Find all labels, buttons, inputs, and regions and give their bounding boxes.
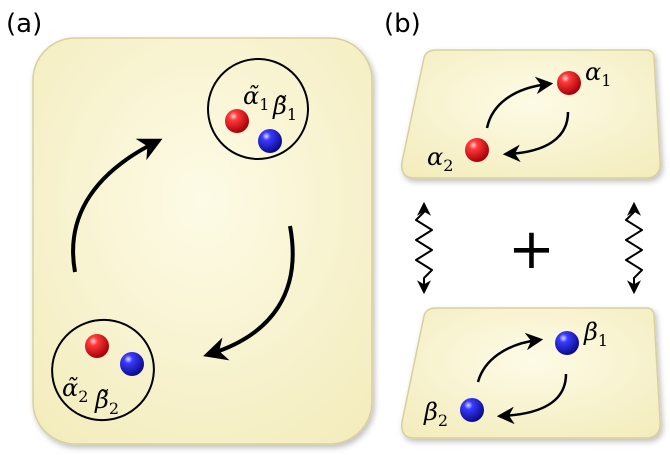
alpha-1-particle (557, 71, 581, 95)
red-particle (85, 334, 109, 358)
panel-a-background (32, 37, 373, 445)
downward-curved-arrow (203, 225, 295, 361)
bottom-sheet-arrow-up (476, 332, 544, 383)
alpha-tilde-1: α̃1 (243, 82, 269, 114)
alpha-tilde-2: α̃2 (62, 374, 88, 406)
top-pair-group: α̃1 β̃1 (207, 58, 309, 160)
blue-particle (120, 352, 144, 376)
bottom-pair-ellipse (51, 318, 155, 422)
right-wavy-arrow (625, 201, 643, 295)
alpha-2-label: α2 (427, 143, 453, 175)
top-sheet-arrow-down (502, 111, 570, 163)
beta-tilde-1: β̃1 (272, 92, 297, 124)
plus-sign: + (508, 217, 555, 282)
beta-2-particle (460, 398, 484, 422)
beta-1-particle (555, 331, 579, 355)
top-sheet-arrow-up (485, 76, 554, 129)
blue-particle (258, 129, 282, 153)
bottom-pair-group: α̃2 β̃2 (51, 318, 155, 422)
beta-2-label: β2 (423, 398, 448, 430)
top-sheet-group: α1 α2 (401, 49, 661, 179)
panel-b-label: (b) (384, 9, 421, 39)
alpha-1-label: α1 (585, 58, 611, 90)
bottom-sheet-group: β1 β2 (401, 307, 661, 439)
panel-a-label: (a) (6, 9, 42, 39)
red-particle (225, 109, 249, 133)
beta-1-label: β1 (583, 318, 608, 350)
left-wavy-arrow (415, 201, 433, 295)
upward-curved-arrow (71, 138, 163, 273)
bottom-sheet-arrow-down (496, 373, 568, 425)
beta-tilde-2: β̃2 (94, 386, 119, 418)
alpha-2-particle (465, 138, 489, 162)
top-pair-ellipse (207, 58, 309, 160)
